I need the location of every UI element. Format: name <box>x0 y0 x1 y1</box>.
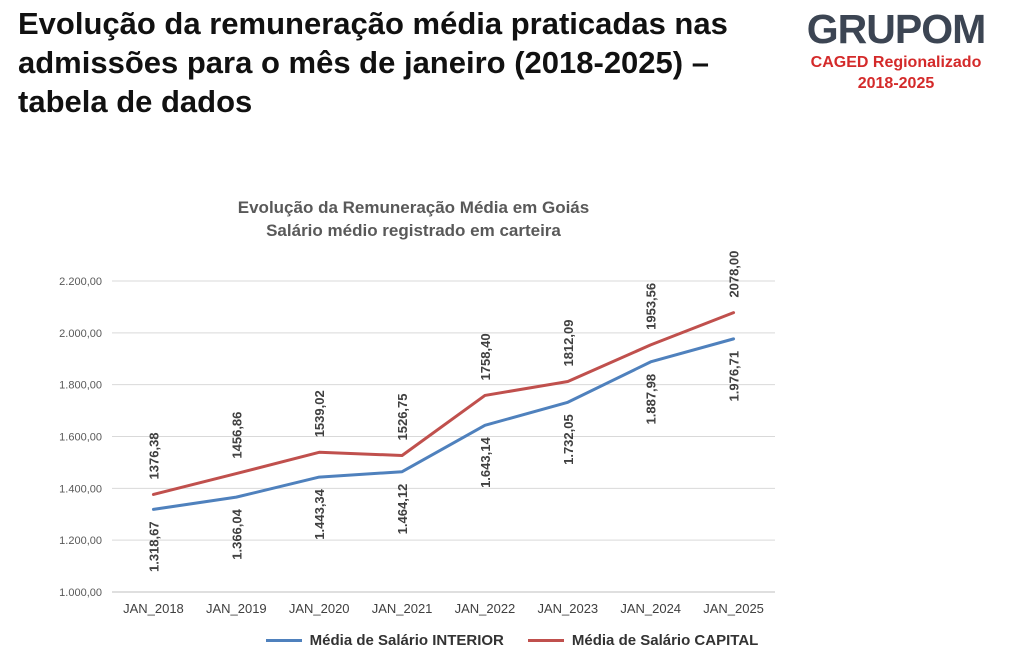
data-label-capital: 1456,86 <box>229 412 244 459</box>
data-label-interior: 1.976,71 <box>727 351 742 402</box>
data-label-capital: 1526,75 <box>395 393 410 440</box>
x-tick-label: JAN_2019 <box>206 601 267 616</box>
x-tick-label: JAN_2022 <box>455 601 516 616</box>
y-tick-label: 1.000,00 <box>59 587 102 599</box>
x-tick-label: JAN_2023 <box>537 601 598 616</box>
chart-subtitle: Salário médio registrado em carteira <box>266 221 561 240</box>
legend-label-capital: Média de Salário CAPITAL <box>571 632 759 649</box>
legend-item-interior: Média de Salário INTERIOR <box>265 632 504 649</box>
y-tick-label: 1.600,00 <box>59 432 102 444</box>
legend-label-interior: Média de Salário INTERIOR <box>309 632 504 649</box>
data-label-capital: 1953,56 <box>644 283 659 330</box>
data-label-interior: 1.318,67 <box>146 521 161 572</box>
data-label-capital: 2078,00 <box>727 251 742 298</box>
y-tick-label: 1.800,00 <box>59 380 102 392</box>
x-tick-label: JAN_2021 <box>372 601 433 616</box>
data-label-capital: 1376,38 <box>146 432 161 479</box>
brand-subtitle-line2: 2018-2025 <box>857 75 935 92</box>
data-label-interior: 1.643,14 <box>478 437 493 488</box>
x-tick-label: JAN_2018 <box>123 601 184 616</box>
data-label-capital: 1539,02 <box>312 390 327 437</box>
x-tick-label: JAN_2024 <box>620 601 681 616</box>
legend-item-capital: Média de Salário CAPITAL <box>527 632 759 649</box>
data-label-interior: 1.366,04 <box>229 508 244 559</box>
y-tick-label: 2.200,00 <box>59 276 102 288</box>
data-label-interior: 1.464,12 <box>395 484 410 535</box>
x-tick-label: JAN_2025 <box>703 601 764 616</box>
y-tick-label: 2.000,00 <box>59 328 102 340</box>
data-label-interior: 1.443,34 <box>312 488 327 539</box>
chart-legend: Média de Salário INTERIOR Média de Salár… <box>0 632 1024 649</box>
grupom-logo: GRUPOM <box>806 6 987 52</box>
page-title: Evolução da remuneração média praticadas… <box>18 6 728 119</box>
data-label-capital: 1812,09 <box>561 320 576 367</box>
legend-swatch-capital <box>527 639 564 642</box>
brand-subtitle-line1: CAGED Regionalizado <box>810 54 982 71</box>
y-tick-label: 1.200,00 <box>59 535 102 547</box>
data-label-capital: 1758,40 <box>478 333 493 380</box>
series-line-interior <box>151 337 736 511</box>
series-line-capital <box>151 311 736 496</box>
x-tick-label: JAN_2020 <box>289 601 350 616</box>
data-label-interior: 1.732,05 <box>561 414 576 465</box>
legend-swatch-interior <box>265 639 302 642</box>
y-tick-label: 1.400,00 <box>59 483 102 495</box>
data-label-interior: 1.887,98 <box>644 374 659 425</box>
brand-block: GRUPOM CAGED Regionalizado 2018-2025 <box>786 6 1006 94</box>
chart-title: Evolução da Remuneração Média em Goiás <box>238 198 589 217</box>
